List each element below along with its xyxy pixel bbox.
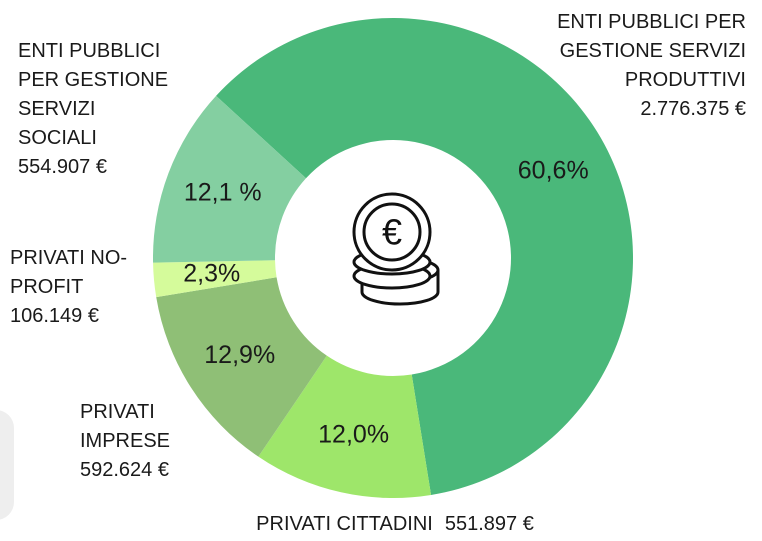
amount-label: 592.624 € xyxy=(80,459,169,481)
category-name: ENTI PUBBLICI PER GESTIONE SERVIZI PRODU… xyxy=(557,11,746,91)
percent-label: 12,1 % xyxy=(184,178,262,206)
amount-label: 551.897 € xyxy=(444,513,534,535)
amount-label: 2.776.375 € xyxy=(640,98,746,120)
category-label: ENTI PUBBLICI PER GESTIONE SERVIZI PRODU… xyxy=(551,8,746,124)
corner-shape xyxy=(0,410,14,520)
slice xyxy=(258,355,432,498)
category-name: PRIVATI IMPRESE xyxy=(80,401,171,452)
amount-label: 554.907 € xyxy=(18,156,107,178)
amount-label: 106.149 € xyxy=(10,305,99,327)
percent-label: 12,0% xyxy=(318,420,389,448)
slice xyxy=(156,277,327,457)
slice xyxy=(153,260,277,298)
category-name: PRIVATI NO-PROFIT xyxy=(10,247,128,298)
svg-text:€: € xyxy=(382,212,402,253)
slice xyxy=(216,17,633,495)
category-name: PRIVATI CITTADINI xyxy=(256,513,433,535)
slice xyxy=(153,95,307,263)
category-label: PRIVATI IMPRESE 592.624 € xyxy=(80,398,180,485)
category-name: ENTI PUBBLICI PER GESTIONE SERVIZI SOCIA… xyxy=(18,40,169,149)
percent-label: 2,3% xyxy=(183,259,240,287)
percent-label: 60,6% xyxy=(518,156,589,184)
coin-icon: € xyxy=(352,192,440,306)
category-label: PRIVATI NO-PROFIT 106.149 € xyxy=(10,244,140,331)
percent-label: 12,9% xyxy=(204,341,275,369)
category-label: ENTI PUBBLICI PER GESTIONE SERVIZI SOCIA… xyxy=(18,37,173,182)
category-label: PRIVATI CITTADINI 551.897 € xyxy=(0,510,762,539)
